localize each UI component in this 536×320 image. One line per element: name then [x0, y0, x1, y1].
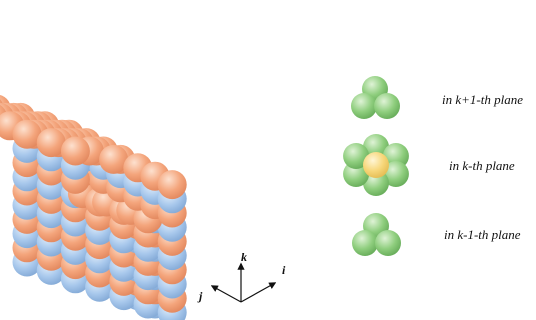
- cluster-k-minus-1-plane: [352, 213, 401, 256]
- green-atom: [363, 134, 389, 160]
- atom-cube: [0, 94, 187, 320]
- green-atom: [363, 170, 389, 196]
- axis-k-label: k: [241, 250, 247, 264]
- green-atom: [351, 93, 377, 119]
- label-plane-below: in k-1-th plane: [444, 227, 521, 242]
- green-atom: [382, 143, 409, 169]
- atom: [12, 119, 42, 149]
- axis-i-label: i: [282, 263, 286, 277]
- green-atom: [374, 93, 400, 119]
- cluster-k-plane: [343, 134, 409, 196]
- green-atom: [375, 230, 401, 256]
- axis-triad: k i j: [197, 250, 286, 303]
- atom: [99, 144, 129, 174]
- axis-i-arrow: [240, 282, 277, 303]
- green-atom: [382, 161, 409, 187]
- cluster-k-plus-1-plane: [351, 76, 400, 119]
- atom: [60, 136, 90, 166]
- green-atom: [352, 230, 378, 256]
- green-atom: [343, 143, 370, 169]
- axis-j-arrow: [210, 285, 242, 303]
- atom: [157, 170, 187, 200]
- label-plane-above: in k+1-th plane: [442, 92, 523, 107]
- axis-j-label: j: [197, 289, 203, 303]
- label-plane-current: in k-th plane: [449, 158, 515, 173]
- green-atom: [343, 161, 370, 187]
- center-atom: [363, 152, 389, 178]
- atom: [36, 128, 66, 158]
